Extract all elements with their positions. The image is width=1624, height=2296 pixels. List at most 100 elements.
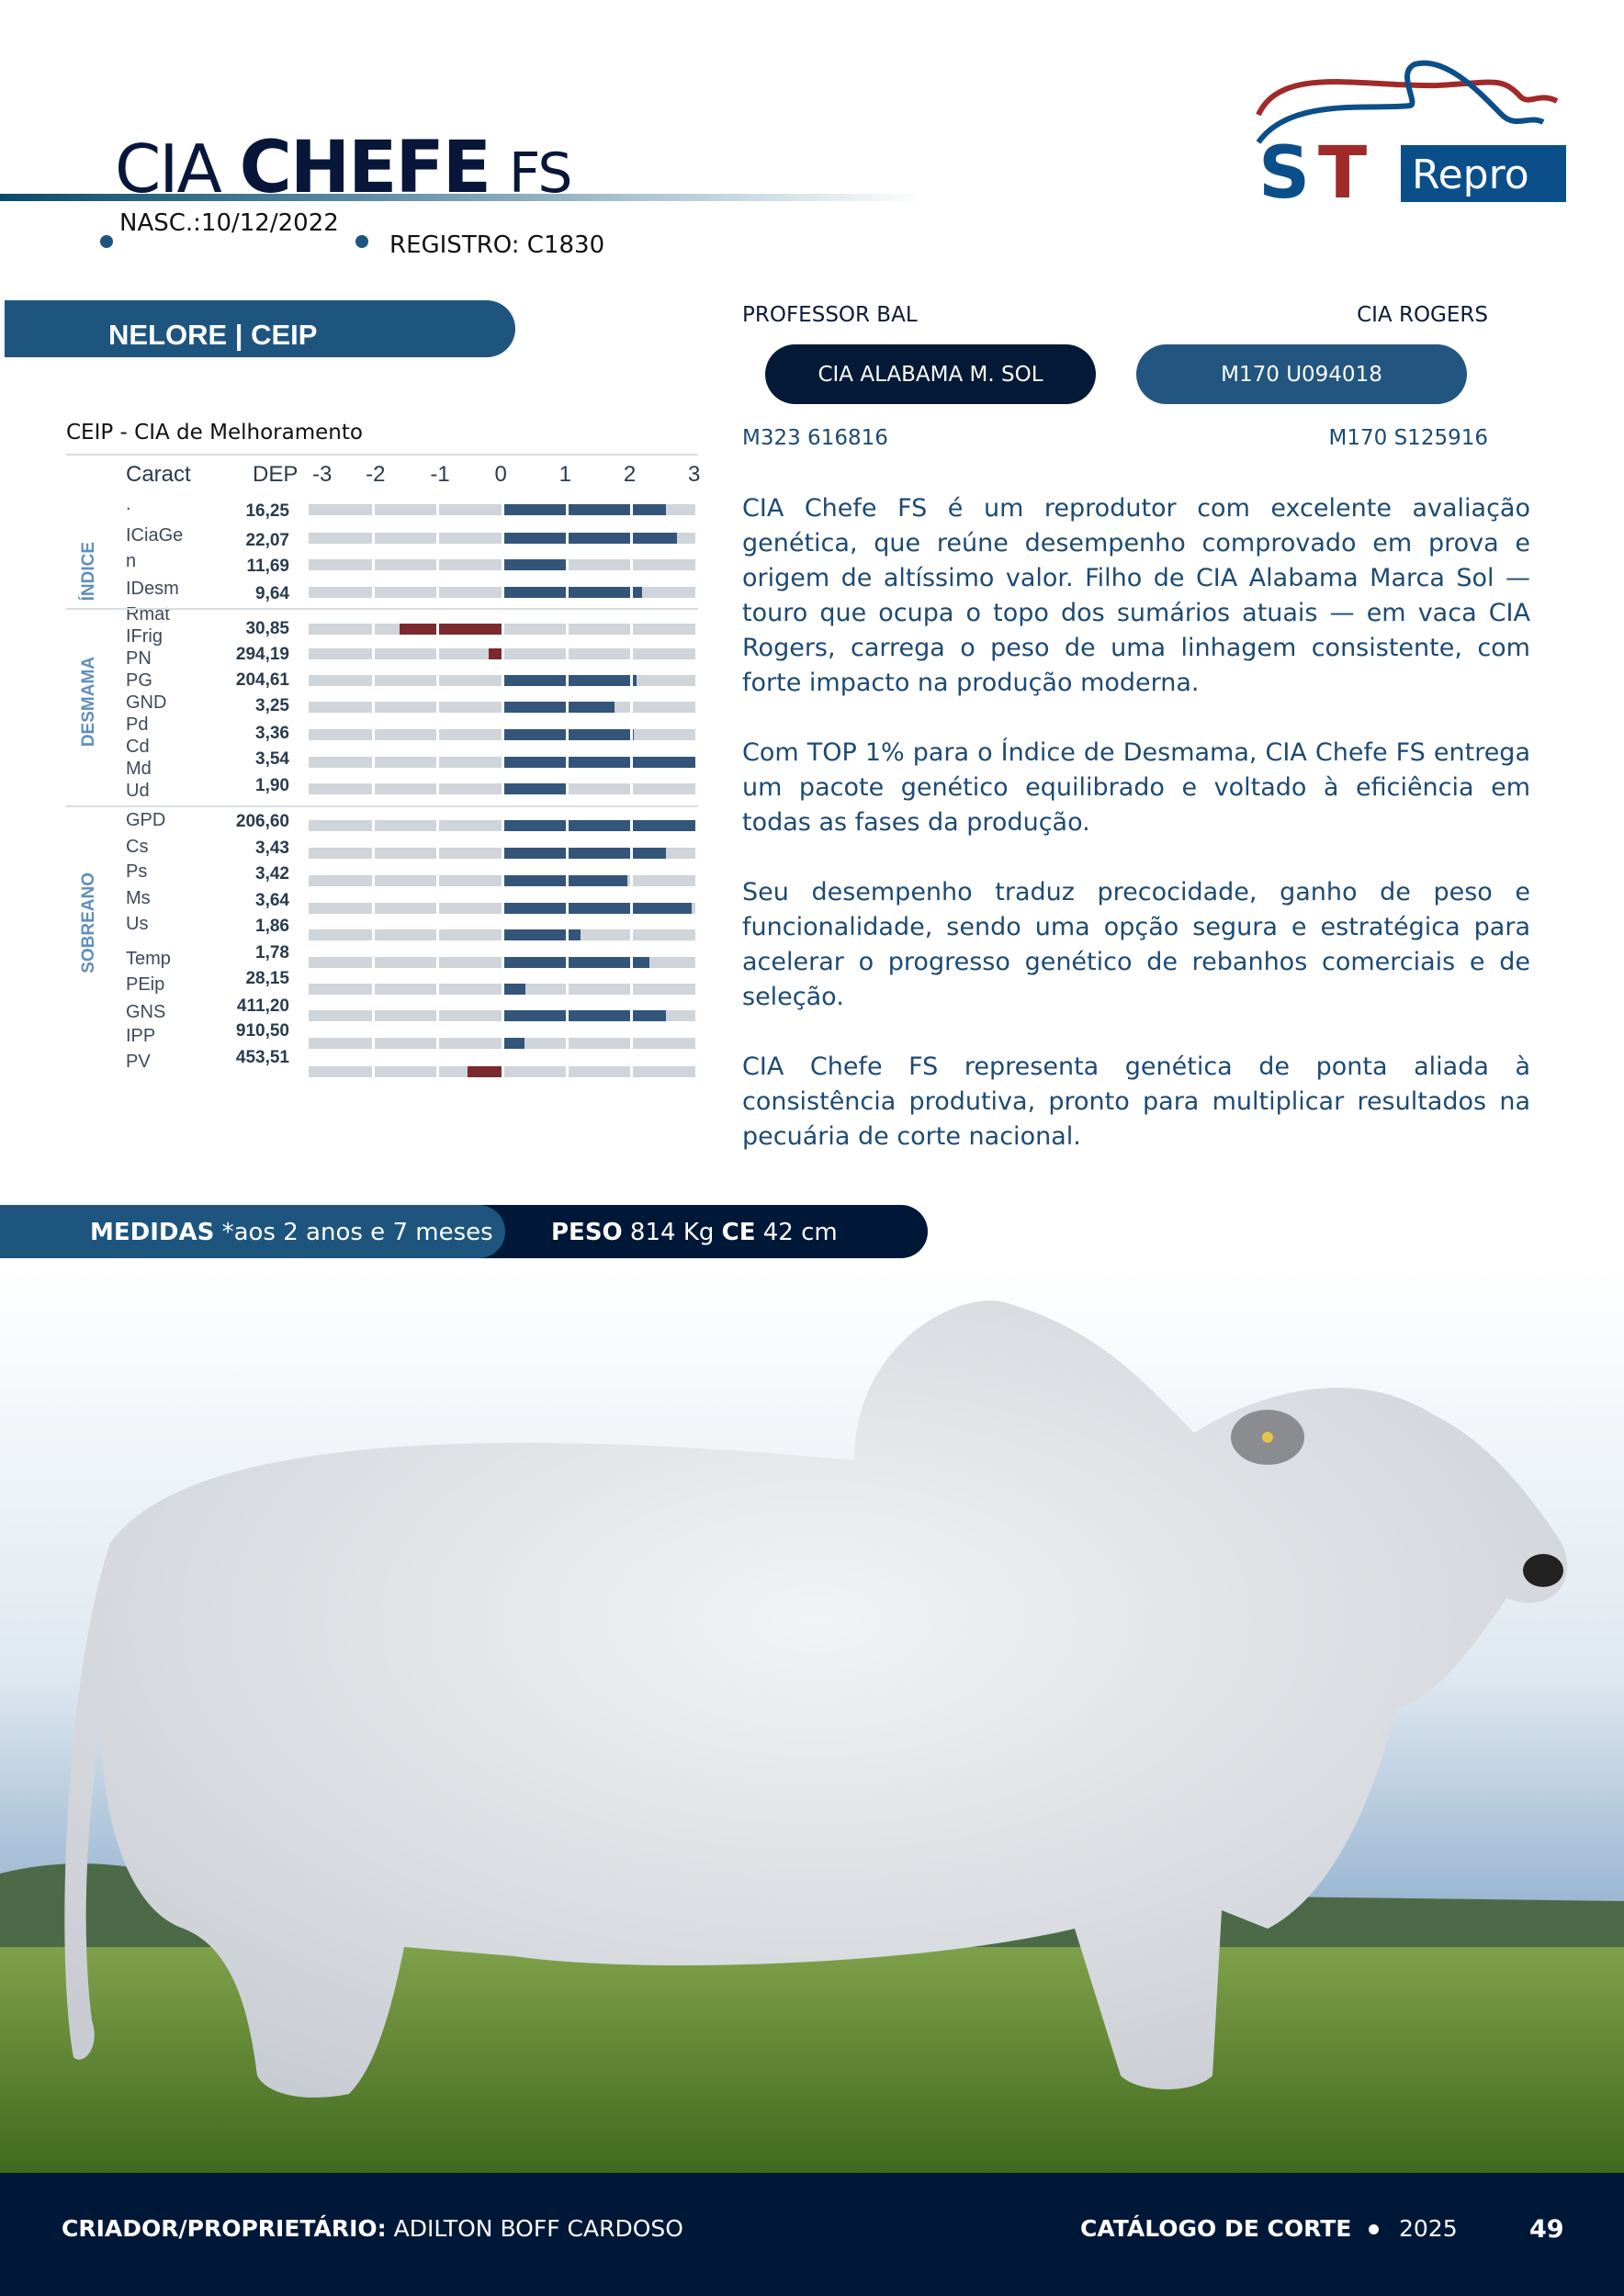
dep-bar — [502, 587, 643, 598]
grid-gap — [565, 957, 569, 968]
dep-bar — [502, 929, 581, 940]
registry: REGISTRO: C1830 — [389, 231, 605, 259]
grid-gap — [565, 1066, 569, 1077]
dep-value: 9,64 — [255, 584, 289, 603]
grid-gap — [372, 624, 376, 635]
grid-gap — [501, 929, 504, 940]
trait-label: Pd — [126, 715, 149, 735]
grid-gap — [372, 648, 376, 659]
dep-bar — [502, 848, 667, 859]
grid-gap — [436, 820, 440, 831]
dep-bar — [502, 559, 567, 570]
trait-label: Md — [126, 759, 152, 779]
trait-label: Cs — [126, 837, 149, 857]
grid-gap — [629, 624, 633, 635]
svg-text:Repro: Repro — [1412, 152, 1529, 198]
dep-bar — [502, 504, 666, 515]
grid-gap — [565, 984, 569, 995]
birth-date: NASC.:10/12/2022 — [119, 209, 339, 237]
section-label: SOBREANO — [79, 872, 98, 974]
bar-track — [309, 533, 695, 544]
ce-label: CE — [721, 1219, 756, 1246]
dep-value: 3,54 — [255, 749, 289, 769]
grid-gap — [436, 533, 440, 544]
weight-value: 814 Kg — [629, 1219, 715, 1246]
dam-code: M170 S125916 — [1328, 426, 1488, 450]
st-repro-logo: S T Repro — [1256, 60, 1566, 207]
grid-gap — [501, 1010, 504, 1021]
dep-bar — [502, 1010, 667, 1021]
dep-value: 206,60 — [235, 812, 289, 831]
grid-gap — [436, 587, 440, 598]
grid-gap — [372, 729, 376, 740]
axis-tick-label: -2 — [366, 462, 386, 487]
grid-gap — [372, 783, 376, 794]
grid-gap — [565, 702, 569, 713]
grid-gap — [372, 929, 376, 940]
axis-tick-label: 3 — [688, 462, 701, 487]
measures-label: MEDIDAS — [90, 1219, 215, 1246]
grid-gap — [501, 957, 504, 968]
dam-sire: CIA ROGERS — [1357, 303, 1488, 327]
ce-value: 42 cm — [762, 1219, 838, 1246]
dep-bar — [502, 984, 526, 995]
grid-gap — [565, 1038, 569, 1049]
grid-gap — [629, 675, 633, 686]
trait-label: IFrig — [126, 626, 163, 647]
dep-value: 28,15 — [245, 969, 289, 988]
grid-gap — [501, 1066, 504, 1077]
grid-gap — [629, 587, 633, 598]
catalog-name: CATÁLOGO DE CORTE — [1080, 2215, 1352, 2242]
grid-gap — [565, 729, 569, 740]
bar-track — [309, 587, 695, 598]
grid-gap — [501, 1038, 504, 1049]
grid-gap — [629, 729, 633, 740]
dep-bar — [489, 648, 502, 659]
axis-tick-label: 2 — [623, 462, 637, 487]
dep-value: 294,19 — [235, 645, 289, 664]
grid-gap — [501, 729, 504, 740]
trait-label: IDesm — [126, 579, 179, 599]
grid-gap — [565, 648, 569, 659]
dep-bar — [502, 1038, 525, 1049]
grid-gap — [436, 1010, 440, 1021]
grid-gap — [436, 675, 440, 686]
grid-gap — [565, 624, 569, 635]
bar-track — [309, 1066, 695, 1077]
dep-value: 16,25 — [245, 501, 289, 521]
description-paragraph: CIA Chefe FS é um reprodutor com excelen… — [742, 494, 1530, 697]
trait-label: PG — [126, 670, 152, 691]
grid-gap — [372, 848, 376, 859]
grid-gap — [436, 729, 440, 740]
dep-bar — [399, 624, 502, 635]
divider — [66, 608, 698, 610]
grid-gap — [501, 820, 504, 831]
section-label: DESMAMA — [79, 657, 98, 748]
grid-gap — [372, 957, 376, 968]
grid-gap — [372, 820, 376, 831]
description-paragraph: CIA Chefe FS representa genética de pont… — [742, 1052, 1530, 1151]
col-dep-header: DEP — [253, 462, 299, 487]
col-trait-header: Caract — [126, 462, 191, 487]
dam-pill: M170 U094018 — [1136, 344, 1467, 404]
svg-text:T: T — [1318, 132, 1367, 207]
grid-gap — [565, 675, 569, 686]
dep-value: 3,64 — [255, 891, 289, 910]
grid-gap — [436, 929, 440, 940]
sire-code: M323 616816 — [742, 426, 888, 450]
measures-note: *aos 2 anos e 7 meses — [221, 1219, 493, 1246]
grid-gap — [629, 848, 633, 859]
grid-gap — [436, 624, 440, 635]
grid-gap — [372, 533, 376, 544]
trait-label: n — [126, 551, 137, 571]
grid-gap — [565, 587, 569, 598]
trait-label: GND — [126, 692, 167, 713]
bar-track — [309, 820, 695, 831]
grid-gap — [436, 984, 440, 995]
grid-gap — [372, 504, 376, 515]
dep-bar — [502, 957, 650, 968]
bar-track — [309, 875, 695, 886]
grid-gap — [501, 504, 504, 515]
bar-track — [309, 702, 695, 713]
grid-gap — [565, 929, 569, 940]
